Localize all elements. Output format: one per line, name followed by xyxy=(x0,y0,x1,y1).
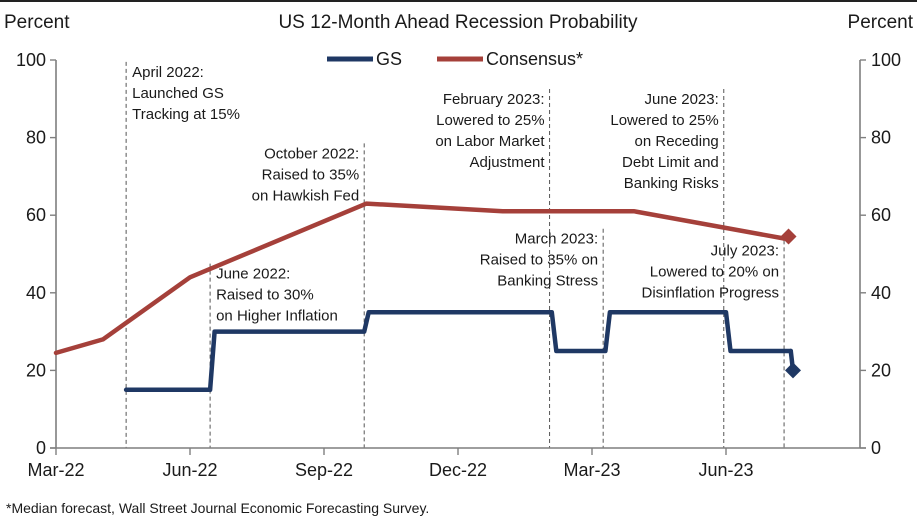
gs-endpoint-diamond xyxy=(785,362,801,379)
x-tick-label: Mar-23 xyxy=(563,460,620,480)
event-annotation-line: Lowered to 25% xyxy=(610,112,718,129)
event-annotation-line: Raised to 35% xyxy=(262,166,360,183)
left-y-tick-label: 80 xyxy=(26,128,46,148)
x-tick-label: Dec-22 xyxy=(429,460,487,480)
event-annotation-line: on Receding xyxy=(635,133,719,150)
event-annotation-line: Raised to 35% on xyxy=(480,252,598,269)
axes: 0 0 20 20 40 40 60 60 80 80 100 100 Mar-22 Jun-22 Sep-… xyxy=(16,50,901,480)
event-annotation-line: Banking Risks xyxy=(624,175,719,192)
legend-consensus-label: Consensus* xyxy=(486,49,583,69)
event-annotation-line: on Labor Market xyxy=(435,133,545,150)
event-annotation-line: February 2023: xyxy=(443,91,545,108)
chart-title: US 12-Month Ahead Recession Probability xyxy=(278,12,638,33)
event-annotation-line: March 2023: xyxy=(515,231,598,248)
series-layer xyxy=(53,201,801,393)
event-annotation-line: Tracking at 15% xyxy=(132,106,240,123)
event-annotation-line: Launched GS xyxy=(132,85,224,102)
event-annotation-line: July 2023: xyxy=(711,242,779,259)
event-annotation-line: on Higher Inflation xyxy=(216,308,338,325)
left-y-tick-label: 60 xyxy=(26,205,46,225)
left-axis-unit: Percent xyxy=(4,12,70,33)
left-y-tick-label: 20 xyxy=(26,360,46,380)
left-y-tick-label: 40 xyxy=(26,283,46,303)
x-tick-label: Mar-22 xyxy=(27,460,84,480)
event-annotation-line: Lowered to 25% xyxy=(436,112,544,129)
event-annotation-line: Debt Limit and xyxy=(622,154,719,171)
legend-gs-label: GS xyxy=(376,49,402,69)
right-y-tick-label: 0 xyxy=(871,438,881,458)
top-border xyxy=(0,0,917,2)
event-annotation-line: October 2022: xyxy=(264,145,359,162)
footnote: *Median forecast, Wall Street Journal Ec… xyxy=(6,500,429,516)
event-annotation-line: June 2022: xyxy=(216,266,290,283)
event-annotation-line: Lowered to 20% on xyxy=(650,263,779,280)
x-tick-label: Jun-23 xyxy=(698,460,753,480)
legend: GS Consensus* xyxy=(327,49,583,69)
event-annotation-line: Adjustment xyxy=(470,154,546,171)
event-annotation-line: Disinflation Progress xyxy=(642,284,780,301)
right-y-tick-label: 80 xyxy=(871,128,891,148)
event-annotation-line: Banking Stress xyxy=(497,273,598,290)
x-tick-label: Sep-22 xyxy=(295,460,353,480)
consensus-endpoint-diamond xyxy=(780,228,797,245)
right-axis-unit: Percent xyxy=(848,12,914,33)
left-y-tick-label: 100 xyxy=(16,50,46,70)
event-annotation-line: Raised to 30% xyxy=(216,287,314,304)
event-annotation-line: April 2022: xyxy=(132,64,204,81)
event-guides xyxy=(125,61,785,448)
right-y-tick-label: 20 xyxy=(871,360,891,380)
right-y-tick-label: 100 xyxy=(871,50,901,70)
event-annotation-line: on Hawkish Fed xyxy=(252,187,360,204)
left-y-tick-label: 0 xyxy=(36,438,46,458)
right-y-tick-label: 40 xyxy=(871,283,891,303)
event-annotations: April 2022: Launched GS Tracking at 15% Jun… xyxy=(132,64,779,325)
x-tick-label: Jun-22 xyxy=(162,460,217,480)
gs-series-line xyxy=(123,309,794,393)
right-y-tick-label: 60 xyxy=(871,205,891,225)
event-annotation-line: June 2023: xyxy=(645,91,719,108)
